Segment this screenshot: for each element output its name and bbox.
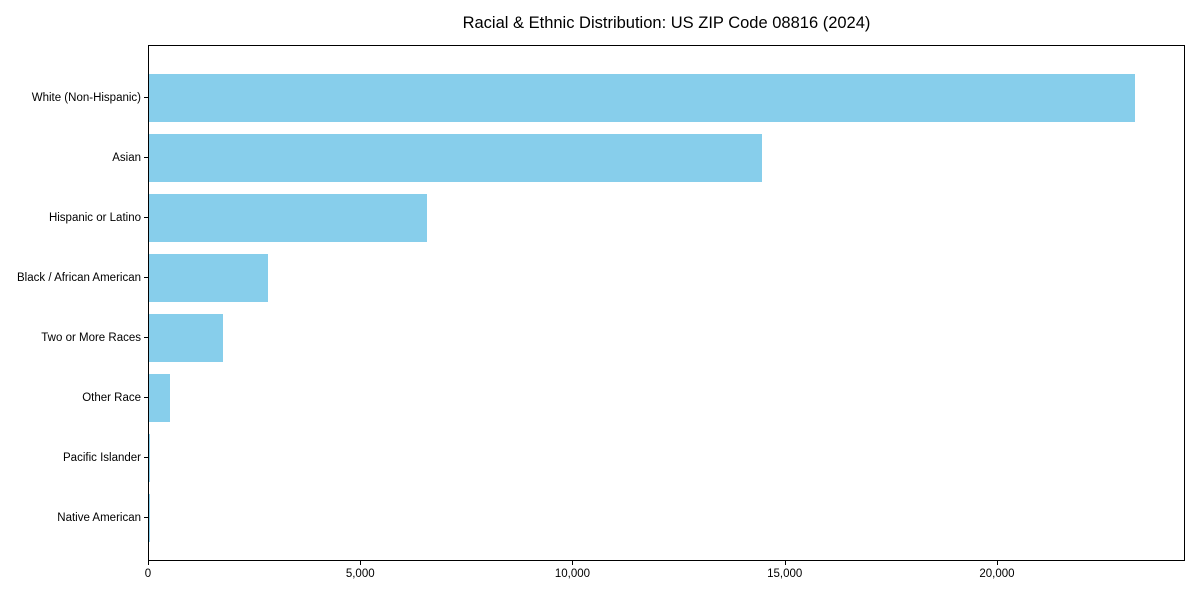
x-tick-mark-5000 xyxy=(360,561,362,565)
bar-two-or-more-races xyxy=(149,314,224,362)
x-tick-mark-10000 xyxy=(572,561,574,565)
x-axis: 0 5,000 10,000 15,000 20,000 xyxy=(144,561,1185,593)
y-tick-label-asian: Asian xyxy=(112,152,141,164)
y-tick-mark-black-african-american xyxy=(144,277,148,278)
x-tick-label-20000: 20,000 xyxy=(979,568,1015,580)
y-tick-mark-asian xyxy=(144,157,148,158)
y-tick-mark-hispanic-or-latino xyxy=(144,217,148,218)
x-tick-label-5000: 5,000 xyxy=(345,568,375,580)
bar-pacific-islander xyxy=(149,434,151,482)
bar-row-black-african-american xyxy=(149,248,1184,308)
x-tick-label-10000: 10,000 xyxy=(554,568,591,580)
bar-row-asian xyxy=(149,128,1184,188)
y-tick-mark-two-or-more-races xyxy=(144,337,148,338)
x-tick-mark-0 xyxy=(148,561,149,565)
bar-row-native-american xyxy=(149,488,1184,548)
x-tick-mark-20000 xyxy=(996,561,998,565)
bar-row-white-non-hispanic xyxy=(149,68,1184,128)
x-tick-label-15000: 15,000 xyxy=(767,568,803,580)
chart-title: Racial & Ethnic Distribution: US ZIP Cod… xyxy=(462,14,871,32)
bar-black-african-american xyxy=(149,254,269,302)
y-tick-label-hispanic-or-latino: Hispanic or Latino xyxy=(48,212,141,224)
y-tick-label-native-american: Native American xyxy=(57,512,141,524)
y-tick-mark-native-american xyxy=(144,517,148,518)
y-axis-labels: White (Non-Hispanic) Asian Hispanic or Lat… xyxy=(0,46,141,548)
y-axis-ticks xyxy=(144,46,148,562)
y-tick-label-black-african-american: Black / African American xyxy=(17,272,141,284)
bar-white-non-hispanic xyxy=(149,74,1136,122)
y-tick-mark-other-race xyxy=(144,397,148,398)
x-tick-mark-15000 xyxy=(784,561,786,565)
bar-row-other-race xyxy=(149,368,1184,428)
y-tick-label-other-race: Other Race xyxy=(82,392,141,404)
y-tick-mark-pacific-islander xyxy=(144,457,148,458)
y-tick-label-pacific-islander: Pacific Islander xyxy=(63,452,141,464)
plot-area xyxy=(148,45,1185,561)
bar-row-hispanic-or-latino xyxy=(149,188,1184,248)
y-tick-label-white-non-hispanic: White (Non-Hispanic) xyxy=(31,92,141,104)
y-tick-label-two-or-more-races: Two or More Races xyxy=(41,332,141,344)
bar-hispanic-or-latino xyxy=(149,194,427,242)
x-tick-label-0: 0 xyxy=(144,568,152,580)
bar-asian xyxy=(149,134,762,182)
y-tick-mark-white-non-hispanic xyxy=(144,97,148,98)
bar-row-two-or-more-races xyxy=(149,308,1184,368)
bar-row-pacific-islander xyxy=(149,428,1184,488)
bars-layer xyxy=(149,46,1184,548)
bar-other-race xyxy=(149,374,171,422)
